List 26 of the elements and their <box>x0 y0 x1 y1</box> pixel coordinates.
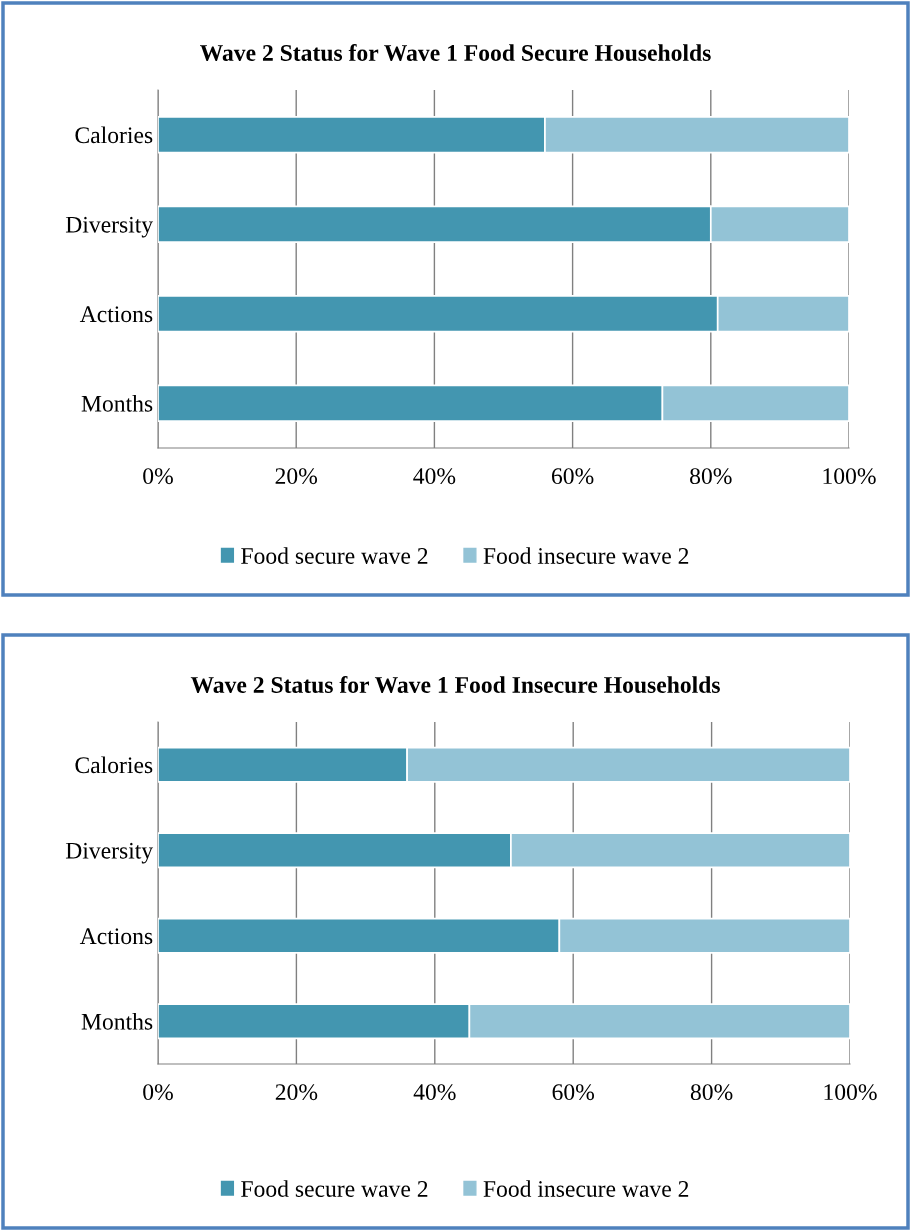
x-tick-label: 20% <box>275 468 318 485</box>
legend-label: Food insecure wave 2 <box>483 547 689 564</box>
legend-label: Food secure wave 2 <box>241 547 428 564</box>
x-tick-label: 60% <box>552 1084 595 1101</box>
y-tick-label: Calories <box>75 756 153 774</box>
x-tick-label: 0% <box>143 468 173 485</box>
x-tick-label: 60% <box>551 468 594 485</box>
legend-label: Food insecure wave 2 <box>483 1180 689 1197</box>
x-tick-label: 20% <box>275 1084 318 1101</box>
chart-title: Wave 2 Status for Wave 1 Food Insecure Households <box>190 676 720 694</box>
y-tick-label: Months <box>81 395 153 412</box>
x-tick-label: 80% <box>690 468 732 485</box>
y-tick-label: Actions <box>79 306 153 323</box>
x-tick-label: 0% <box>143 1084 173 1101</box>
y-tick-label: Months <box>81 1013 153 1030</box>
x-tick-label: 100% <box>824 1084 877 1101</box>
x-tick-label: 40% <box>413 1084 456 1101</box>
legend-label: Food secure wave 2 <box>241 1180 428 1197</box>
x-tick-label: 80% <box>690 1084 733 1101</box>
chart-title: Wave 2 Status for Wave 1 Food Secure Households <box>200 44 711 62</box>
y-tick-label: Diversity <box>65 842 154 864</box>
x-tick-label: 40% <box>413 468 456 485</box>
x-tick-label: 100% <box>823 468 876 485</box>
y-tick-label: Diversity <box>65 216 154 238</box>
y-tick-label: Calories <box>75 126 153 144</box>
y-tick-label: Actions <box>79 928 153 945</box>
